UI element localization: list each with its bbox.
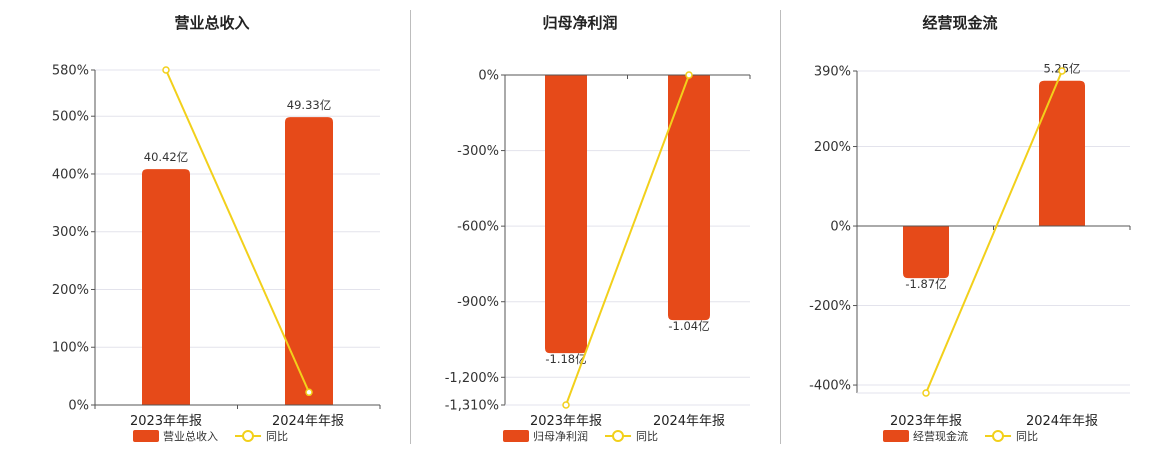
legend-line-marker bbox=[242, 430, 254, 442]
x-category-label: 2024年年报 bbox=[272, 414, 344, 429]
bar-1 bbox=[903, 226, 949, 279]
bar-value-label: -1.04亿 bbox=[668, 319, 709, 333]
legend-bar-swatch bbox=[503, 430, 529, 442]
x-category-label: 2023年年报 bbox=[530, 414, 602, 429]
chart-panel-3: 经营现金流390%200%0%-200%-400%-1.87亿5.25亿2023… bbox=[809, 14, 1131, 443]
yoy-point bbox=[562, 401, 570, 409]
y-tick-label: -400% bbox=[809, 379, 851, 394]
bar-value-label: 40.42亿 bbox=[144, 150, 188, 164]
y-tick-label: -600% bbox=[457, 220, 499, 235]
bar-value-label: -1.87亿 bbox=[905, 277, 946, 291]
chart-title: 营业总收入 bbox=[174, 14, 249, 32]
panel-divider-2 bbox=[780, 10, 781, 444]
y-tick-label: -900% bbox=[457, 295, 499, 310]
bar-1 bbox=[142, 169, 190, 405]
legend-bar-swatch bbox=[133, 430, 159, 442]
legend-line-marker bbox=[612, 430, 624, 442]
bar-1 bbox=[545, 75, 587, 354]
yoy-point bbox=[685, 71, 693, 79]
y-tick-label: 100% bbox=[52, 341, 89, 356]
y-tick-label: -1,310% bbox=[445, 399, 499, 414]
bar-2 bbox=[1039, 80, 1085, 227]
y-tick-label: -1,200% bbox=[445, 371, 499, 386]
legend-bar-label: 营业总收入 bbox=[163, 429, 218, 443]
legend-bar-label: 归母净利润 bbox=[533, 429, 588, 443]
bar-value-label: -1.18亿 bbox=[545, 352, 586, 366]
legend-line-label: 同比 bbox=[266, 430, 288, 443]
chart-panel-2: 归母净利润 0% -300% -600% -900% -1,200% -1,310% -1.1… bbox=[445, 14, 751, 443]
y-tick-label: 0% bbox=[478, 69, 499, 84]
bar-2 bbox=[285, 117, 333, 405]
bar-value-label: 49.33亿 bbox=[287, 98, 331, 112]
x-category-label: 2024年年报 bbox=[653, 414, 725, 429]
x-category-label: 2024年年报 bbox=[1026, 414, 1098, 429]
yoy-point bbox=[305, 388, 313, 397]
panel-divider-1 bbox=[410, 10, 411, 444]
y-tick-label: 0% bbox=[68, 399, 89, 414]
legend-bar-swatch bbox=[883, 430, 909, 442]
y-tick-label: 500% bbox=[52, 110, 89, 125]
yoy-point bbox=[922, 389, 930, 397]
chart-panel-1: 营业总收入 0% 100% 200% 300% 400% 500% 580% 40.42亿 49.… bbox=[52, 14, 381, 443]
bar-2 bbox=[668, 75, 710, 321]
y-tick-label: 300% bbox=[52, 225, 89, 240]
yoy-line bbox=[565, 74, 690, 406]
legend-line-label: 同比 bbox=[1016, 430, 1038, 443]
x-category-label: 2023年年报 bbox=[130, 414, 202, 429]
y-tick-label: -300% bbox=[457, 144, 499, 159]
yoy-point bbox=[1058, 67, 1066, 75]
legend-line-label: 同比 bbox=[636, 430, 658, 443]
chart-title: 经营现金流 bbox=[922, 14, 997, 32]
x-category-label: 2023年年报 bbox=[890, 414, 962, 429]
y-tick-label: 400% bbox=[52, 167, 89, 182]
y-tick-label: 200% bbox=[52, 283, 89, 298]
yoy-point bbox=[162, 66, 170, 74]
yoy-line bbox=[165, 69, 310, 393]
y-tick-label: 580% bbox=[52, 64, 89, 79]
legend-bar-label: 经营现金流 bbox=[913, 429, 968, 443]
y-tick-label: 0% bbox=[830, 220, 851, 235]
y-tick-label: 200% bbox=[814, 140, 851, 155]
y-tick-label: -200% bbox=[809, 299, 851, 314]
legend-line-marker bbox=[992, 430, 1004, 442]
yoy-line bbox=[925, 70, 1063, 394]
chart-title: 归母净利润 bbox=[542, 14, 617, 32]
y-tick-label: 390% bbox=[814, 65, 851, 80]
